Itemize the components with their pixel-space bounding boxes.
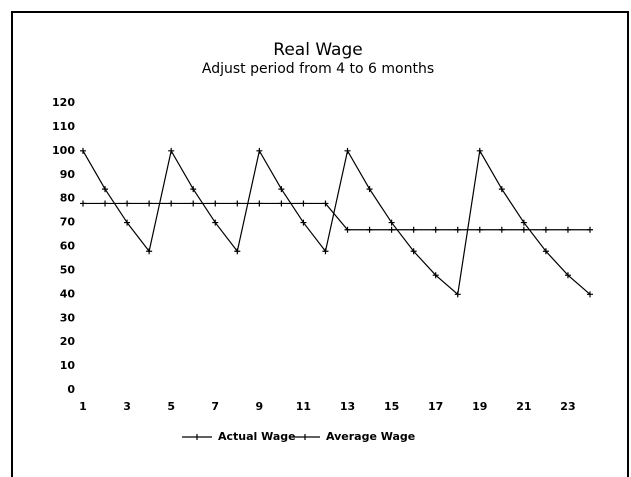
y-tick-label: 50: [60, 263, 76, 276]
point-marker: [520, 226, 527, 233]
y-tick-label: 100: [52, 144, 75, 157]
frame: [11, 11, 629, 477]
point-marker: [80, 147, 86, 154]
x-tick-label: 3: [123, 400, 131, 413]
point-marker: [256, 200, 263, 207]
point-marker: [212, 219, 219, 226]
point-marker: [498, 226, 505, 233]
point-marker: [278, 200, 285, 207]
point-marker: [146, 200, 153, 207]
point-marker: [410, 226, 417, 233]
point-marker: [410, 248, 417, 255]
x-tick-label: 17: [428, 400, 443, 413]
chart-subtitle: Adjust period from 4 to 6 months: [202, 61, 434, 77]
point-marker: [564, 272, 571, 279]
y-tick-label: 90: [60, 168, 76, 181]
point-marker: [388, 219, 395, 226]
point-marker: [300, 219, 307, 226]
point-marker: [80, 200, 86, 207]
series-line: [82, 149, 591, 296]
point-marker: [146, 248, 153, 255]
point-marker: [388, 226, 395, 233]
x-tick-label: 13: [340, 400, 355, 413]
y-tick-label: 110: [52, 120, 75, 133]
point-marker: [190, 186, 197, 193]
y-tick-label: 40: [60, 287, 76, 300]
point-marker: [212, 200, 219, 207]
point-marker: [124, 200, 131, 207]
point-marker: [498, 186, 505, 193]
point-marker: [542, 226, 549, 233]
point-marker: [322, 200, 329, 207]
legend-label: Average Wage: [326, 430, 415, 443]
point-marker: [124, 219, 131, 226]
x-tick-label: 11: [296, 400, 311, 413]
point-marker: [432, 272, 439, 279]
x-tick-label: 23: [560, 400, 575, 413]
x-tick-label: 9: [256, 400, 264, 413]
point-marker: [102, 200, 109, 207]
legend-label: Actual Wage: [218, 430, 296, 443]
point-marker: [454, 291, 461, 298]
series-line: [83, 202, 590, 231]
point-marker: [102, 186, 109, 193]
point-marker: [432, 226, 439, 233]
point-marker: [564, 226, 571, 233]
x-tick-label: 21: [516, 400, 531, 413]
point-marker: [168, 200, 175, 207]
point-marker: [344, 226, 351, 233]
legend-swatch: [182, 434, 212, 440]
point-marker: [168, 147, 175, 154]
point-marker: [366, 226, 373, 233]
x-tick-label: 5: [167, 400, 175, 413]
y-tick-label: 0: [67, 383, 75, 396]
point-marker: [344, 147, 351, 154]
x-tick-label: 19: [472, 400, 487, 413]
y-tick-label: 120: [52, 96, 75, 109]
y-tick-label: 70: [60, 216, 76, 229]
x-tick-label: 15: [384, 400, 399, 413]
point-marker: [234, 248, 241, 255]
point-marker: [454, 226, 461, 233]
point-marker: [256, 147, 263, 154]
x-tick-label: 1: [79, 400, 87, 413]
y-tick-label: 10: [60, 359, 76, 372]
point-marker: [322, 248, 329, 255]
point-marker: [587, 291, 593, 298]
point-marker: [190, 200, 197, 207]
point-marker: [476, 147, 483, 154]
y-tick-label: 30: [60, 311, 76, 324]
point-marker: [542, 248, 549, 255]
y-tick-label: 60: [60, 240, 76, 253]
legend-swatch: [290, 434, 320, 440]
point-marker: [587, 226, 593, 233]
point-marker: [476, 226, 483, 233]
y-tick-label: 80: [60, 192, 76, 205]
point-marker: [234, 200, 241, 207]
point-marker: [520, 219, 527, 226]
point-marker: [300, 200, 307, 207]
x-tick-label: 7: [211, 400, 219, 413]
point-marker: [278, 186, 285, 193]
y-tick-label: 20: [60, 335, 76, 348]
point-marker: [366, 186, 373, 193]
chart-title: Real Wage: [273, 40, 362, 60]
